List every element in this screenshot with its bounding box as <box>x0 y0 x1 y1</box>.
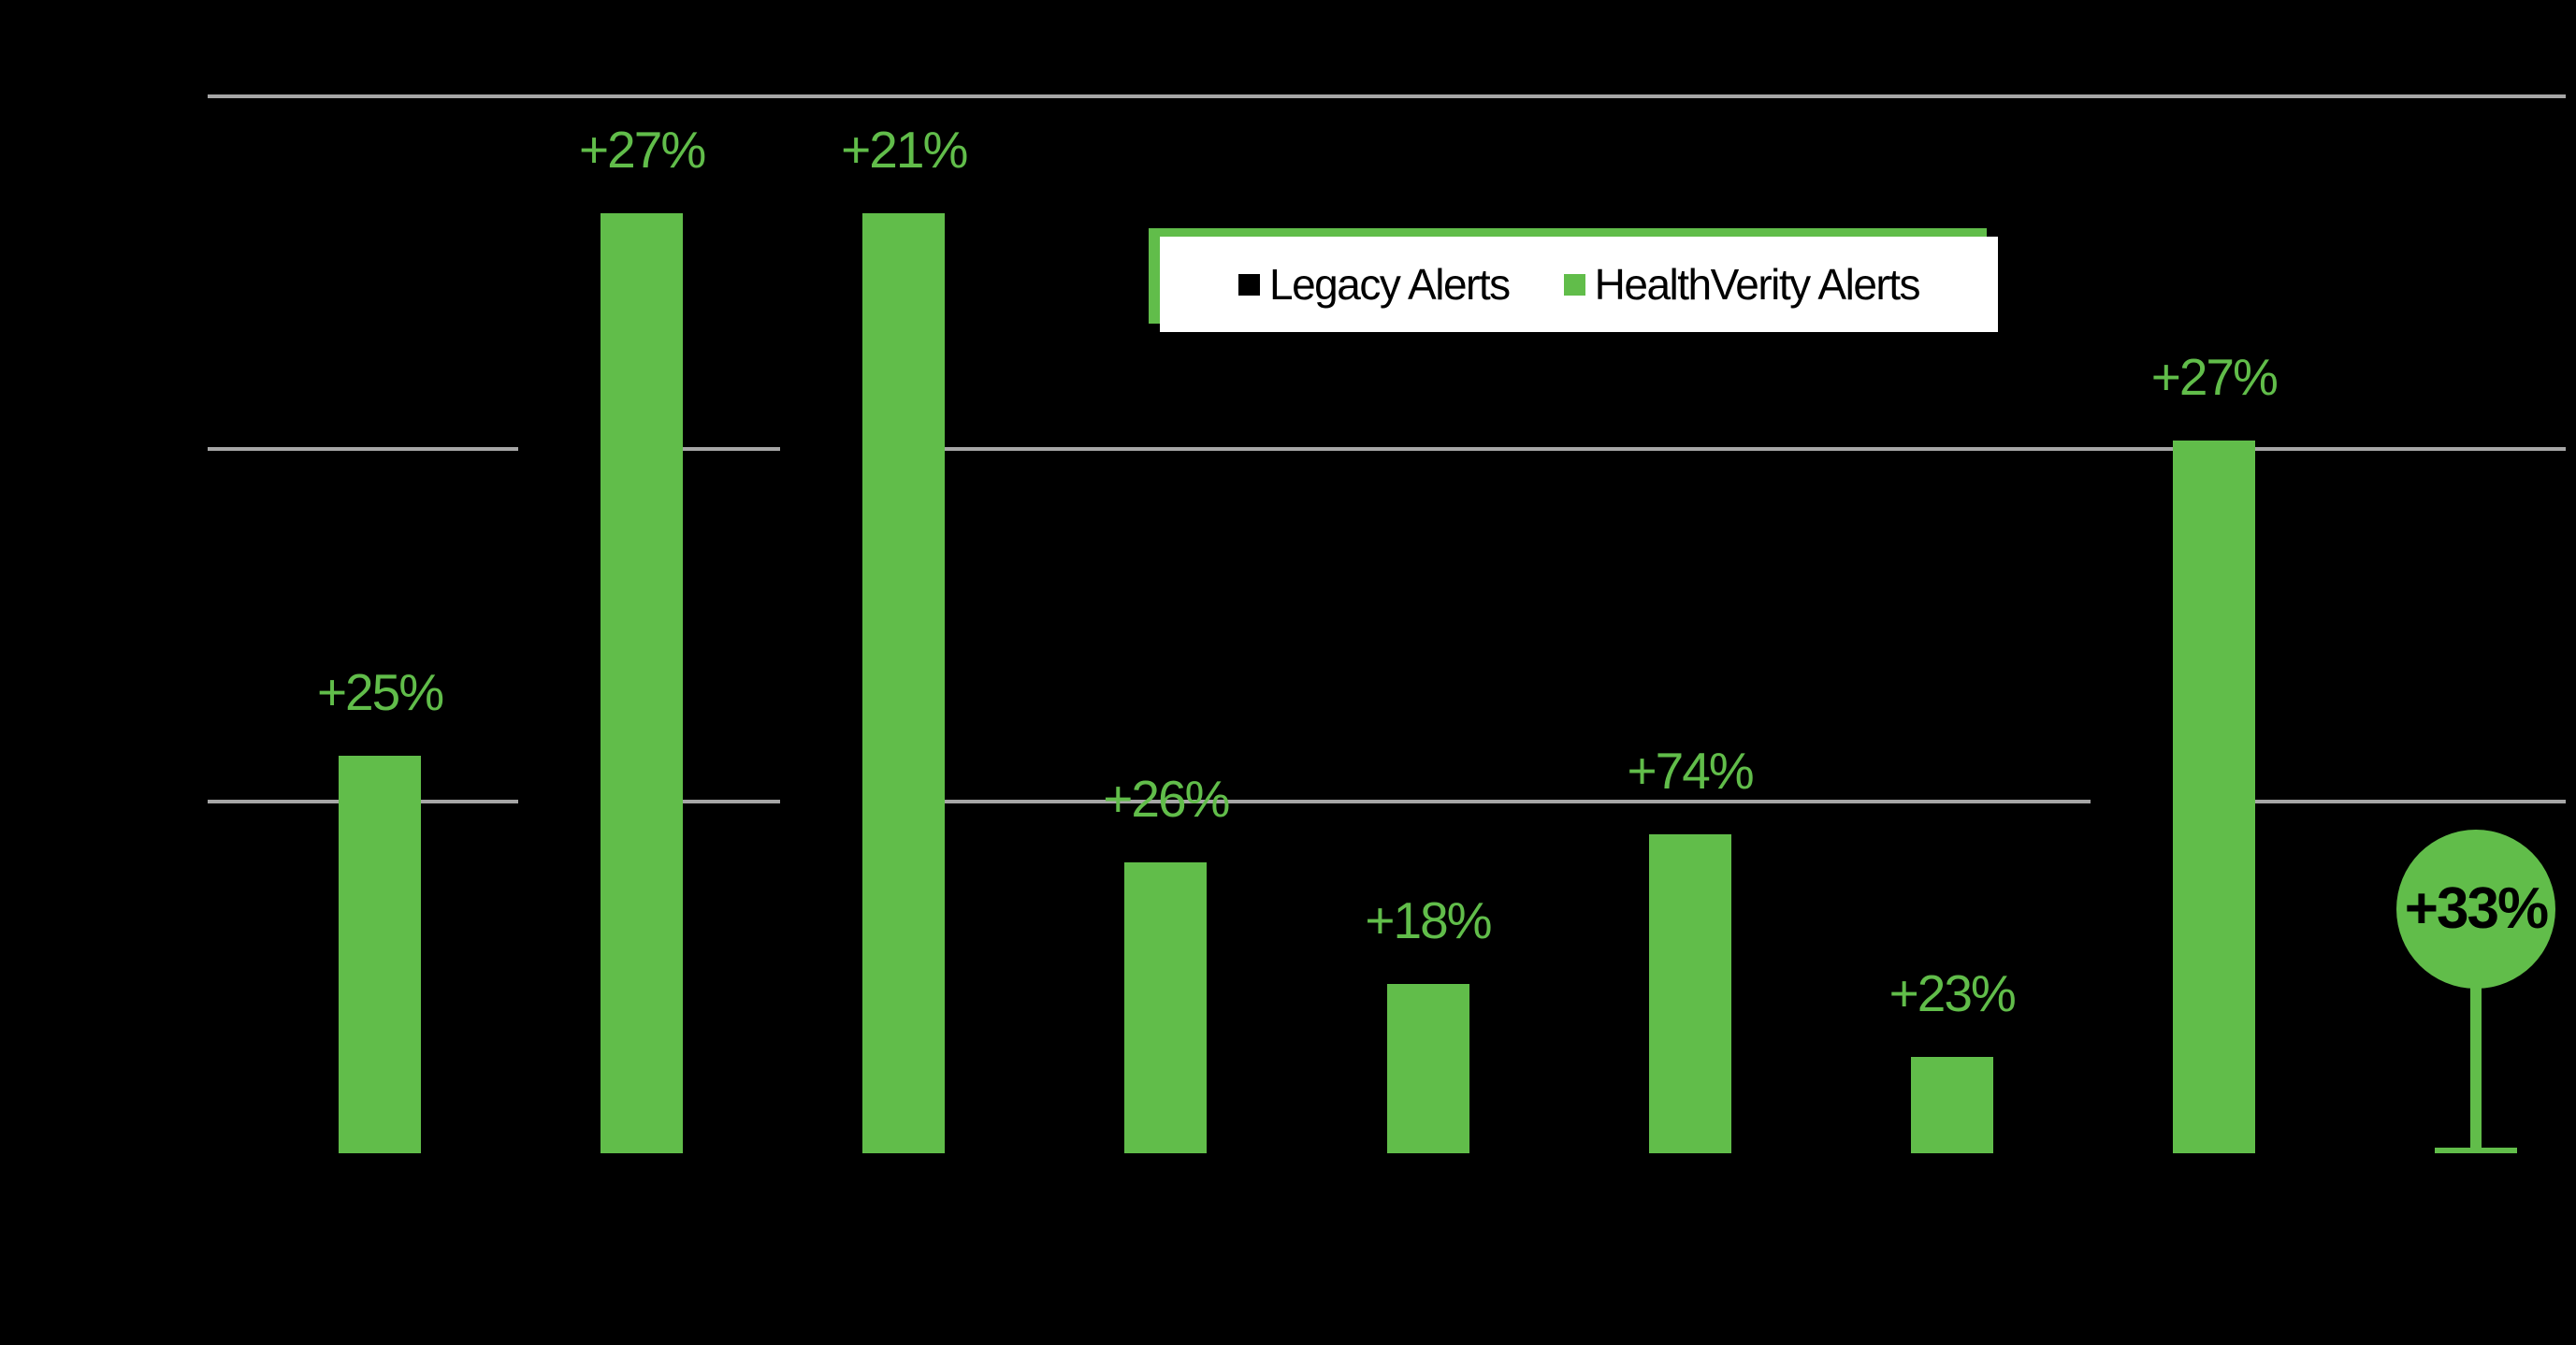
gridline <box>208 800 2566 803</box>
healthverity-bar <box>1386 984 1469 1153</box>
legacy-bar <box>1042 921 1125 1153</box>
lollipop-average-marker: +33% <box>2395 829 2555 989</box>
bar-percent-label: +18% <box>1365 891 1492 950</box>
bar-percent-label: +74% <box>1627 741 1755 800</box>
healthverity-bar <box>862 213 946 1153</box>
legend-label-legacy-alerts: Legacy Alerts <box>1268 260 1511 309</box>
lollipop-base <box>2434 1148 2517 1153</box>
healthverity-bar <box>1648 833 1731 1153</box>
legacy-bar <box>1304 1010 1387 1153</box>
legend-item-healthverity-alerts: HealthVerity Alerts <box>1563 259 1921 310</box>
healthverity-bar <box>2172 441 2255 1153</box>
healthverity-alerts-swatch-icon <box>1563 273 1585 296</box>
healthverity-bar <box>339 756 422 1153</box>
bar-percent-label: +23% <box>1889 964 2017 1023</box>
gridline <box>208 447 2566 451</box>
healthverity-bar <box>601 213 684 1153</box>
legacy-bar <box>780 376 863 1153</box>
legacy-bar <box>518 413 601 1153</box>
legacy-alerts-swatch-icon <box>1237 273 1260 296</box>
legacy-bar <box>1828 1075 1911 1153</box>
bar-percent-label: +27% <box>2150 348 2279 407</box>
legend-item-legacy-alerts: Legacy Alerts <box>1237 259 1511 310</box>
legacy-bar <box>1566 970 1649 1153</box>
bar-percent-label: +26% <box>1103 770 1230 829</box>
bar-percent-label: +27% <box>579 121 706 180</box>
bar-percent-label: +21% <box>841 121 968 180</box>
legend-label-healthverity-alerts: HealthVerity Alerts <box>1594 260 1921 309</box>
healthverity-bar <box>1124 862 1208 1153</box>
legacy-bar <box>2090 591 2173 1153</box>
legacy-bar <box>256 834 340 1153</box>
gridline <box>208 94 2566 98</box>
healthverity-bar <box>1910 1057 1993 1153</box>
bar-percent-label: +25% <box>316 663 444 722</box>
legend: Legacy Alerts HealthVerity Alerts <box>1160 237 1998 332</box>
